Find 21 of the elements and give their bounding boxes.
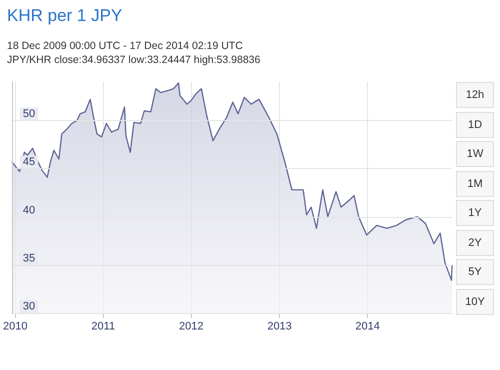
range-button[interactable]: 1Y xyxy=(456,200,494,226)
range-button[interactable]: 2Y xyxy=(456,230,494,256)
y-tick-label: 50 xyxy=(22,108,36,120)
x-tick-label: 2012 xyxy=(179,320,204,332)
text: JPY/KHR close:34.96337 low:33.24447 high:53.98836 xyxy=(7,54,260,66)
x-tick-label: 2010 xyxy=(2,320,28,332)
range-button[interactable]: 10Y xyxy=(456,288,494,314)
range-button[interactable]: 5Y xyxy=(456,259,494,285)
range-button[interactable]: 12h xyxy=(456,82,494,108)
x-tick-label: 2011 xyxy=(91,320,116,332)
y-tick-label: 40 xyxy=(22,204,36,216)
y-tick-label: 30 xyxy=(22,300,36,312)
chart-subtitle: 18 Dec 2009 00:00 UTC - 17 Dec 2014 02:19 UTC xyxy=(7,40,243,52)
x-tick-label: 2014 xyxy=(355,320,380,332)
x-tick-label: 2013 xyxy=(267,320,292,332)
y-tick-label: 45 xyxy=(22,156,36,168)
chart-title: KHR per 1 JPY xyxy=(7,6,122,26)
range-button[interactable]: 1M xyxy=(456,170,494,196)
range-button[interactable]: 1D xyxy=(456,112,494,138)
range-button[interactable]: 1W xyxy=(456,141,494,167)
y-tick-label: 35 xyxy=(22,252,36,264)
